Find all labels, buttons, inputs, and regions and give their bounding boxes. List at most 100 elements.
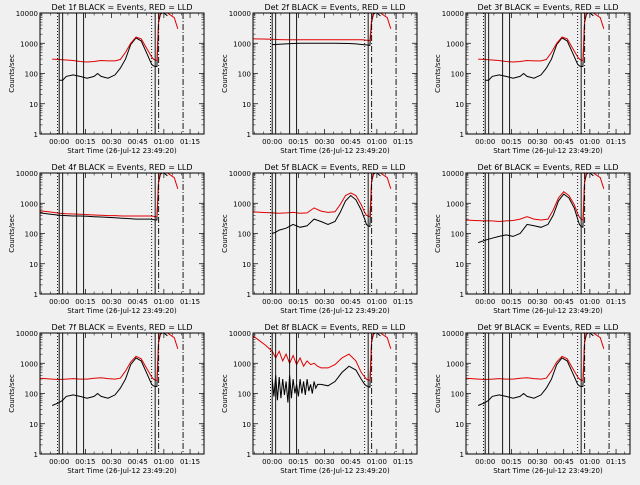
- events-series-line: [272, 173, 381, 234]
- y-tick-label: 100: [451, 231, 464, 239]
- x-tick-label: 00:45: [554, 458, 574, 466]
- detector-panel: Det 9f BLACK = Events, RED = LLD 1 10 100 10…: [434, 323, 631, 475]
- panel-title: Det 3f BLACK = Events, RED = LLD: [477, 3, 618, 12]
- y-axis-label: Counts/sec: [434, 214, 442, 253]
- x-axis-label: Start Time (26-Jul-12 23:49:20): [493, 147, 603, 155]
- lld-series-line: [466, 333, 605, 382]
- y-tick-label: 1: [460, 131, 464, 139]
- y-tick-label: 1000: [233, 360, 251, 368]
- x-tick-label: 01:15: [180, 298, 200, 306]
- x-tick-label: 00:15: [75, 298, 95, 306]
- y-tick-label: 10: [29, 261, 38, 269]
- y-tick-label: 10: [242, 261, 251, 269]
- lld-series-line: [466, 173, 605, 223]
- x-tick-label: 01:00: [154, 138, 174, 146]
- x-tick-label: 01:00: [367, 458, 387, 466]
- events-series-line: [485, 13, 594, 81]
- panel-frame: [465, 332, 631, 455]
- detector-panel: Det 2f BLACK = Events, RED = LLD 1 10 100 10…: [221, 3, 418, 155]
- x-tick-label: 00:15: [75, 138, 95, 146]
- y-tick-label: 10000: [16, 170, 38, 178]
- panel-plot-area: [253, 333, 397, 454]
- panel-title: Det 6f BLACK = Events, RED = LLD: [477, 163, 618, 172]
- y-tick-label: 100: [451, 71, 464, 79]
- x-tick-label: 00:00: [49, 138, 69, 146]
- events-series-line: [52, 333, 168, 406]
- y-tick-label: 10: [455, 421, 464, 429]
- y-tick-label: 10000: [229, 10, 251, 18]
- detector-panel: Det 1f BLACK = Events, RED = LLD 1 10 100 10…: [8, 3, 205, 155]
- detector-panel: Det 4f BLACK = Events, RED = LLD 1 10 100 10…: [8, 163, 205, 315]
- x-tick-label: 00:00: [49, 458, 69, 466]
- y-tick-label: 100: [238, 231, 251, 239]
- x-tick-label: 00:45: [128, 298, 148, 306]
- y-tick-label: 1: [247, 451, 251, 459]
- lld-series-line: [40, 173, 179, 218]
- x-tick-label: 01:15: [606, 138, 626, 146]
- y-tick-label: 1: [460, 291, 464, 299]
- y-tick-label: 10000: [16, 330, 38, 338]
- x-tick-label: 01:15: [606, 298, 626, 306]
- y-tick-label: 10000: [442, 330, 464, 338]
- panel-title: Det 1f BLACK = Events, RED = LLD: [51, 3, 192, 12]
- y-tick-label: 1: [34, 451, 38, 459]
- detector-panel: Det 6f BLACK = Events, RED = LLD 1 10 100 10…: [434, 163, 631, 315]
- y-tick-label: 1000: [233, 40, 251, 48]
- x-tick-label: 00:00: [49, 298, 69, 306]
- panel-title: Det 9f BLACK = Events, RED = LLD: [477, 323, 618, 332]
- y-tick-label: 10: [455, 261, 464, 269]
- y-tick-label: 1000: [446, 360, 464, 368]
- x-tick-label: 01:00: [580, 298, 600, 306]
- x-axis-label: Start Time (26-Jul-12 23:49:20): [67, 467, 177, 475]
- y-tick-label: 10: [242, 101, 251, 109]
- y-axis-label: Counts/sec: [8, 214, 16, 253]
- x-tick-label: 00:30: [314, 298, 334, 306]
- x-tick-label: 01:00: [580, 458, 600, 466]
- y-tick-label: 100: [238, 71, 251, 79]
- lld-series-line: [40, 333, 179, 382]
- x-tick-label: 01:15: [180, 138, 200, 146]
- y-tick-label: 10000: [442, 10, 464, 18]
- x-tick-label: 00:30: [101, 138, 121, 146]
- y-tick-label: 1: [460, 451, 464, 459]
- panel-plot-area: [40, 333, 184, 454]
- x-tick-label: 00:00: [475, 138, 495, 146]
- y-tick-label: 10000: [229, 170, 251, 178]
- x-tick-label: 00:30: [314, 138, 334, 146]
- panel-frame: [252, 172, 418, 295]
- y-tick-label: 1000: [20, 40, 38, 48]
- panel-frame: [39, 172, 205, 295]
- lld-series-line: [253, 173, 392, 218]
- y-axis-label: Counts/sec: [434, 374, 442, 413]
- y-tick-label: 1000: [233, 200, 251, 208]
- y-tick-label: 1000: [20, 200, 38, 208]
- x-tick-label: 00:45: [341, 138, 361, 146]
- x-tick-label: 00:30: [527, 458, 547, 466]
- panel-plot-area: [478, 13, 610, 134]
- y-axis-label: Counts/sec: [8, 374, 16, 413]
- y-tick-label: 10: [29, 101, 38, 109]
- x-tick-label: 00:30: [527, 138, 547, 146]
- panel-frame: [39, 12, 205, 135]
- y-axis-label: Counts/sec: [221, 214, 229, 253]
- x-tick-label: 00:00: [475, 458, 495, 466]
- panel-plot-area: [253, 13, 397, 134]
- panel-plot-area: [466, 173, 610, 294]
- y-tick-label: 1: [247, 131, 251, 139]
- y-tick-label: 10000: [229, 330, 251, 338]
- lld-series-line: [253, 13, 392, 42]
- y-tick-label: 1: [34, 291, 38, 299]
- x-tick-label: 00:15: [75, 458, 95, 466]
- y-axis-label: Counts/sec: [221, 374, 229, 413]
- y-tick-label: 100: [25, 231, 38, 239]
- x-tick-label: 01:00: [367, 298, 387, 306]
- x-tick-label: 00:15: [501, 298, 521, 306]
- y-axis-label: Counts/sec: [434, 54, 442, 93]
- x-tick-label: 00:00: [475, 298, 495, 306]
- x-axis-label: Start Time (26-Jul-12 23:49:20): [280, 307, 390, 315]
- x-axis-label: Start Time (26-Jul-12 23:49:20): [493, 467, 603, 475]
- panel-frame: [465, 172, 631, 295]
- x-tick-label: 01:15: [393, 298, 413, 306]
- panel-plot-area: [52, 13, 184, 134]
- y-tick-label: 1000: [446, 200, 464, 208]
